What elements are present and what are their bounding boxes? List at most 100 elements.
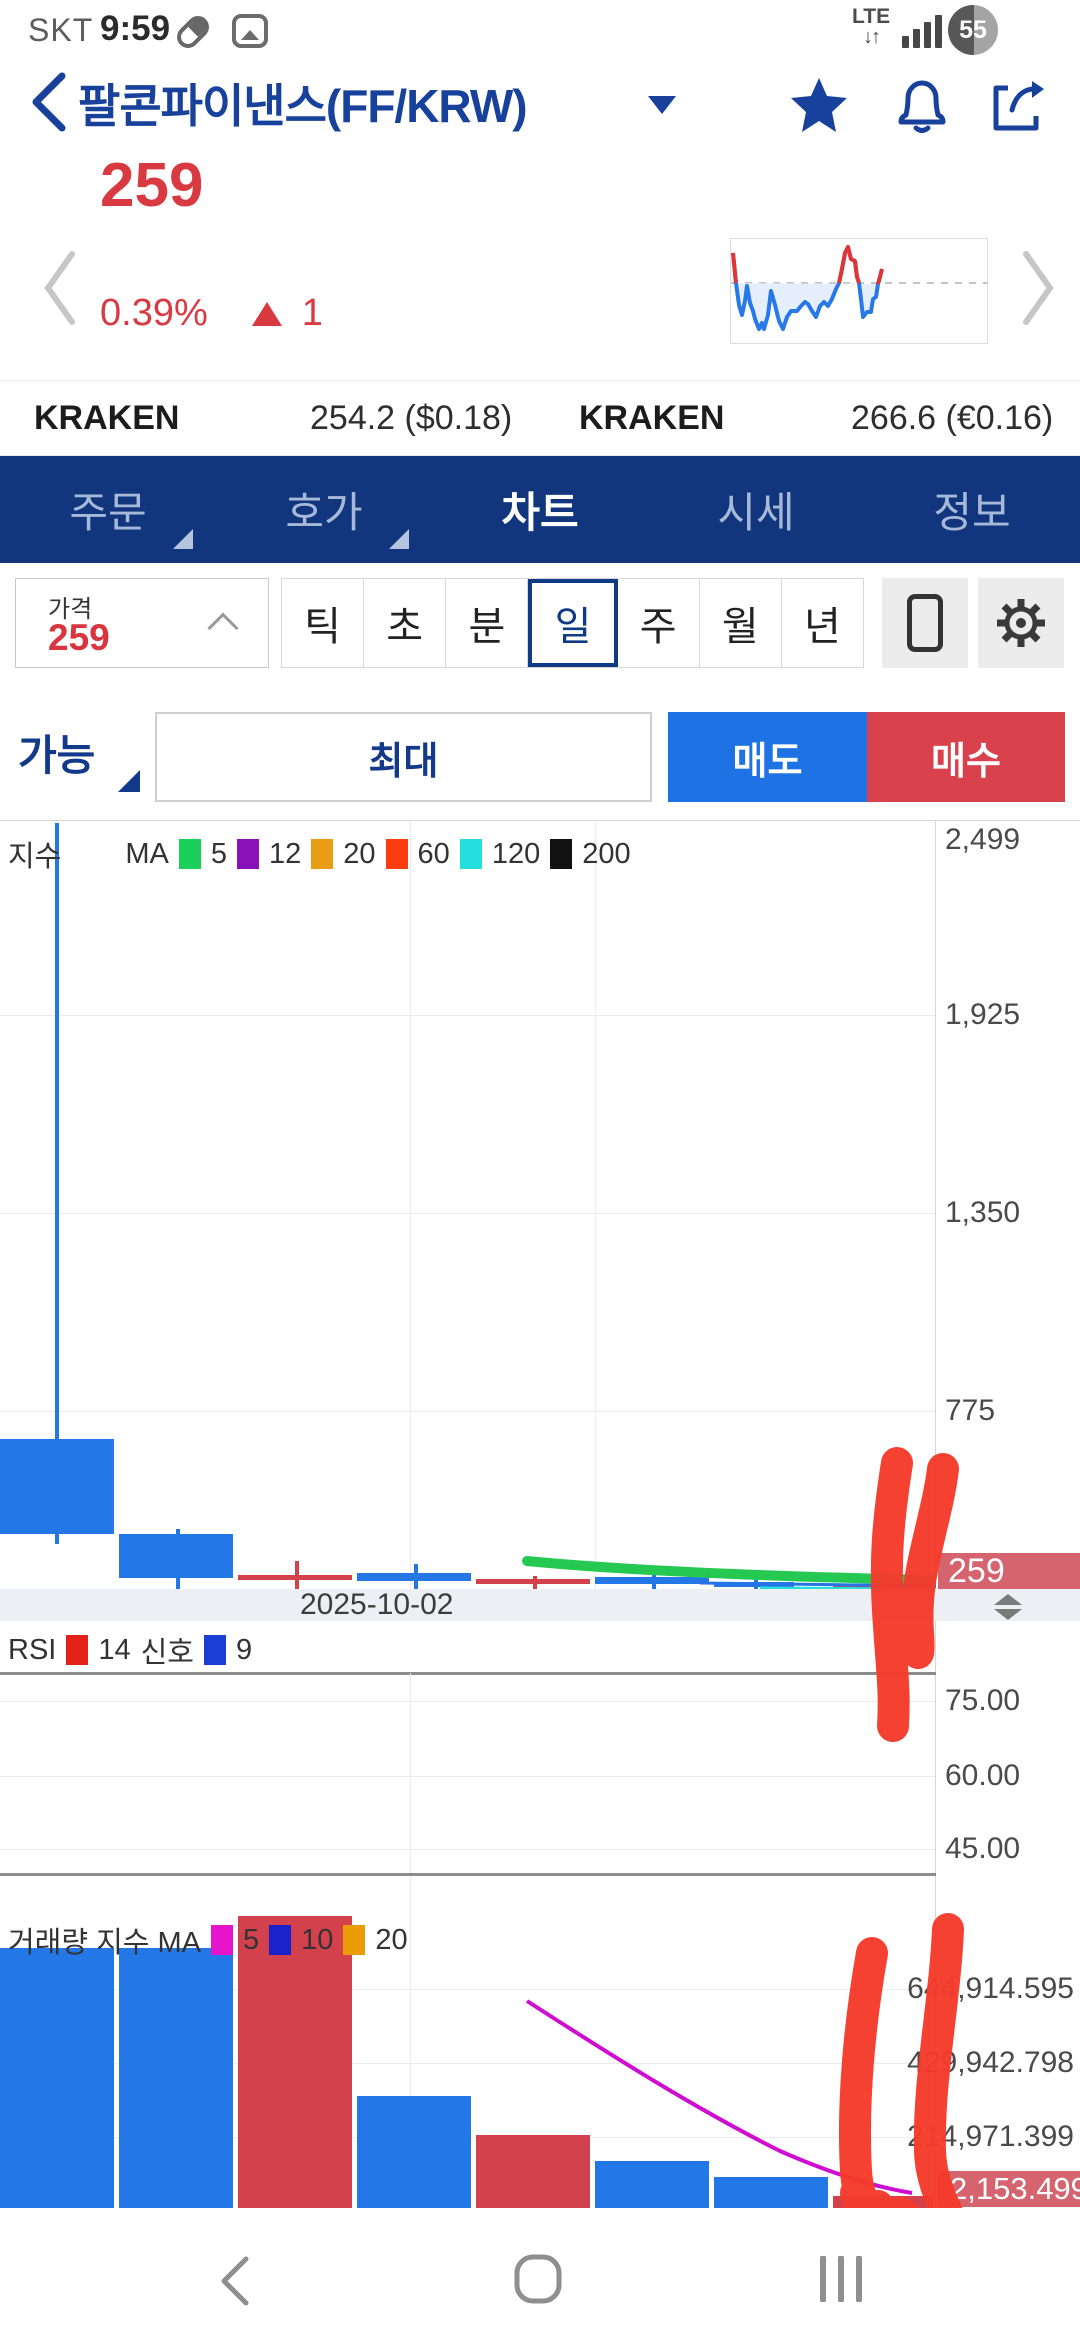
volume-bar xyxy=(476,2135,590,2209)
candle-wick xyxy=(533,1576,537,1594)
last-volume-badge: 2,153.499 xyxy=(938,2171,1080,2207)
rsi-period-chip xyxy=(66,1635,89,1665)
back-button[interactable] xyxy=(24,70,72,134)
ma-color-chip xyxy=(311,839,334,869)
time-gridline xyxy=(595,821,596,1589)
tab-호가[interactable]: 호가 xyxy=(216,456,432,563)
prev-symbol-button[interactable] xyxy=(40,248,80,328)
network-label: LTE xyxy=(852,5,891,28)
volume-gridline xyxy=(0,1989,935,1990)
exchange-name: KRAKEN xyxy=(34,398,180,437)
pill-notification-icon xyxy=(172,11,214,53)
ma-period-label: 20 xyxy=(343,837,376,870)
price-axis-label: 775 xyxy=(945,1394,996,1427)
candle xyxy=(0,1439,114,1534)
nav-home-icon[interactable] xyxy=(514,2254,562,2304)
candle xyxy=(357,1573,471,1581)
rsi-legend: RSI 14 신호 9 xyxy=(8,1629,252,1671)
timeframe-분[interactable]: 분 xyxy=(446,579,529,667)
ma-period-label: 5 xyxy=(243,1923,260,1956)
last-price-badge: 259 xyxy=(938,1552,1080,1590)
ma-color-chip xyxy=(550,839,573,869)
max-amount-field[interactable]: 최대 xyxy=(155,712,652,802)
time-gridline xyxy=(410,1673,411,1873)
tab-차트[interactable]: 차트 xyxy=(501,489,579,536)
ma-period-label: 10 xyxy=(301,1923,334,1956)
candle xyxy=(476,1579,590,1584)
share-icon xyxy=(993,81,1044,131)
ma-period-label: 5 xyxy=(210,837,228,870)
panel-resize-handle[interactable] xyxy=(994,1594,1022,1620)
chart-settings-button[interactable] xyxy=(978,578,1064,668)
symbol-title[interactable]: 팔콘파이낸스(FF/KRW) xyxy=(78,80,528,132)
price-gridline xyxy=(0,1213,935,1214)
ma-color-chip xyxy=(385,839,408,869)
mini-sparkline-chart[interactable] xyxy=(730,238,988,344)
nav-recents-icon[interactable] xyxy=(818,2256,864,2302)
price-axis-label: 2,499 xyxy=(945,823,1021,856)
price-select[interactable]: 가격 259 xyxy=(15,578,269,668)
nav-back-icon[interactable] xyxy=(218,2256,252,2306)
rsi-gridline xyxy=(0,1776,935,1777)
chevron-up-icon xyxy=(207,612,239,644)
rsi-signal-chip xyxy=(203,1635,226,1665)
available-corner-icon xyxy=(118,770,140,792)
timeframe-주[interactable]: 주 xyxy=(618,579,700,667)
up-triangle-icon xyxy=(251,301,282,326)
legend-ma: MA xyxy=(125,837,169,870)
legend-name: 지수 xyxy=(8,841,62,873)
ma-color-chip xyxy=(343,1925,366,1955)
rsi-top-divider xyxy=(0,1672,936,1675)
star-icon xyxy=(791,78,847,132)
ma-color-chip xyxy=(459,839,482,869)
rsi-bottom-divider xyxy=(0,1873,936,1876)
timeframe-틱[interactable]: 틱 xyxy=(282,579,365,667)
volume-bar xyxy=(357,2096,471,2209)
network-type-icon: LTE ↓↑ xyxy=(852,6,890,47)
buy-button[interactable]: 매수 xyxy=(867,712,1065,802)
chart-panel[interactable]: 2,499 1,925 1,350 775 지수 MA 5 12 20 60 120 200 2… xyxy=(0,820,1080,2241)
rsi-period: 14 xyxy=(98,1633,131,1666)
change-amount: 1 xyxy=(301,292,323,334)
volume-bar xyxy=(714,2177,828,2209)
exchange-name: KRAKEN xyxy=(579,398,725,437)
ma-period-label: 120 xyxy=(491,837,541,870)
current-price: 259 xyxy=(100,151,204,220)
sell-button[interactable]: 매도 xyxy=(668,712,867,802)
candle xyxy=(119,1534,233,1578)
timeframe-일[interactable]: 일 xyxy=(528,579,618,667)
next-symbol-button[interactable] xyxy=(1018,248,1058,328)
android-nav-bar xyxy=(0,2208,1080,2340)
tab-시세[interactable]: 시세 xyxy=(717,489,795,536)
chart-view-toggle-button[interactable] xyxy=(882,578,968,668)
timeframe-년[interactable]: 년 xyxy=(804,605,841,649)
ma-color-chip xyxy=(178,839,201,869)
change-percent: 0.39% xyxy=(100,292,208,334)
tab-주문[interactable]: 주문 xyxy=(0,456,216,563)
symbol-dropdown-icon[interactable] xyxy=(648,96,676,114)
available-balance-selector[interactable]: 가능 xyxy=(18,732,96,779)
battery-percent: 55 xyxy=(959,15,987,44)
rsi-signal-label: 신호 xyxy=(140,1637,194,1669)
status-bar: SKT 9:59 LTE ↓↑ 55 xyxy=(0,0,1080,60)
price-gridline xyxy=(0,1015,935,1016)
favorite-button[interactable] xyxy=(790,76,848,134)
timeframe-초[interactable]: 초 xyxy=(364,579,447,667)
volume-gridline xyxy=(0,2063,935,2064)
rsi-signal: 9 xyxy=(235,1633,253,1666)
ma-color-chip xyxy=(269,1925,292,1955)
timeframe-월[interactable]: 월 xyxy=(700,579,782,667)
volume-legend-label: 거래량 지수 MA xyxy=(8,1927,202,1959)
battery-icon: 55 xyxy=(948,5,998,55)
price-change: 0.39% 1 xyxy=(100,292,323,335)
volume-bar xyxy=(119,1948,233,2209)
ma-period-label: 200 xyxy=(582,837,631,870)
share-button[interactable] xyxy=(988,76,1046,134)
main-chart-legend: 지수 MA 5 12 20 60 120 200 xyxy=(8,833,631,875)
rsi-axis-label: 45.00 xyxy=(945,1832,1021,1865)
tab-정보[interactable]: 정보 xyxy=(933,489,1011,536)
ma-color-chip xyxy=(211,1925,234,1955)
price-select-value: 259 xyxy=(48,617,110,658)
alerts-button[interactable] xyxy=(893,76,951,134)
